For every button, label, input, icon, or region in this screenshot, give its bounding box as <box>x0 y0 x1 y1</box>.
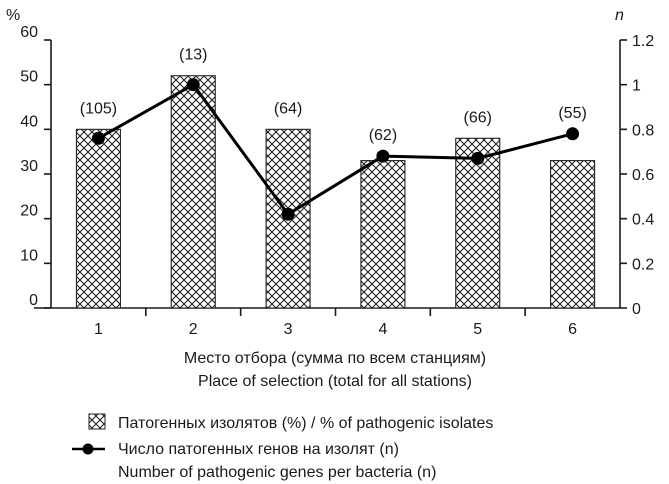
line-point <box>376 149 390 163</box>
right-y-tick-label: 0.6 <box>632 167 654 184</box>
right-y-tick-label: 0.4 <box>632 212 654 229</box>
bar-data-label: (64) <box>274 100 302 117</box>
left-y-tick-label: 50 <box>20 69 38 86</box>
right-y-tick-label: 0.2 <box>632 256 654 273</box>
left-axis-label: % <box>6 7 20 24</box>
bar <box>360 160 406 309</box>
left-y-tick-label: 30 <box>20 158 38 175</box>
line-point <box>186 78 200 92</box>
legend-bar-swatch <box>88 413 106 430</box>
bar <box>170 75 216 309</box>
line-point <box>566 127 580 141</box>
bar-data-label: (62) <box>369 127 397 144</box>
bar <box>455 137 501 309</box>
left-y-tick-label: 0 <box>29 292 38 309</box>
right-y-tick-label: 1 <box>632 78 641 95</box>
bar-data-label: (55) <box>558 105 586 122</box>
bar-data-label: (13) <box>179 47 207 64</box>
left-y-tick-label: 60 <box>20 24 38 41</box>
line-series-path <box>97 83 573 216</box>
legend-line-label-ru: Число патогенных генов на изолят (n) <box>118 441 399 458</box>
right-y-tick-label: 0 <box>632 301 641 318</box>
x-tick-label: 2 <box>189 321 198 338</box>
left-y-tick-label: 20 <box>20 203 38 220</box>
left-y-tick-label: 10 <box>20 247 38 264</box>
line-point <box>91 131 105 145</box>
right-y-tick-label: 1.2 <box>632 33 654 50</box>
bar-data-label: (66) <box>464 109 492 126</box>
x-tick-label: 5 <box>473 321 482 338</box>
legend-bar-label: Патогенных изолятов (%) / % of pathogeni… <box>118 415 493 432</box>
x-tick-label: 6 <box>568 321 577 338</box>
bar-data-label: (105) <box>80 100 117 117</box>
x-tick-label: 4 <box>378 321 387 338</box>
x-tick-label: 1 <box>94 321 103 338</box>
legend-line-marker <box>82 443 94 455</box>
line-point <box>281 207 295 221</box>
right-y-tick-label: 0.8 <box>632 122 654 139</box>
line-point <box>471 151 485 165</box>
legend-line-label-en: Number of pathogenic genes per bacteria … <box>118 464 436 481</box>
x-axis-title-ru: Место отбора (сумма по всем станциям) <box>184 350 486 367</box>
bar <box>75 128 121 309</box>
x-axis-title-en: Place of selection (total for all statio… <box>198 373 472 390</box>
right-axis-label: n <box>615 7 624 24</box>
bar <box>550 160 596 309</box>
left-y-tick-label: 40 <box>20 113 38 130</box>
x-tick-label: 3 <box>284 321 293 338</box>
